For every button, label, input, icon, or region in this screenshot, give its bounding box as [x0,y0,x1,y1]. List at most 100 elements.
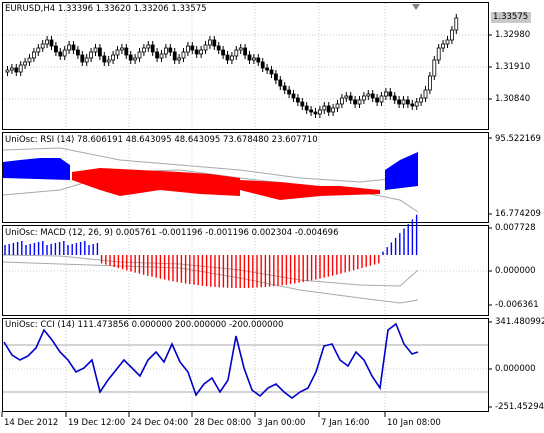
rsi-up-area [385,152,418,190]
candle-body [9,67,14,71]
candle-body [159,53,164,59]
rsi-title: UniOsc: RSI (14) 78.606191 48.643095 48.… [5,135,318,145]
price-label: 1.32980 [495,30,531,40]
candle-body [304,105,309,111]
cci-axis-label: 0.000000 [495,364,536,374]
shift-marker-icon[interactable] [412,4,420,10]
candle-body [353,99,358,105]
candle-body [133,57,138,61]
candle-body [243,47,248,56]
macd-axis-label: -0.006361 [495,300,539,310]
main-title: EURUSD,H4 1.33396 1.33620 1.33206 1.3357… [5,4,207,14]
candle-body [146,44,151,49]
candle-body [128,54,133,61]
candle-body [27,57,32,63]
candle-body [102,55,107,63]
candle-body [273,73,278,81]
candle-body [357,99,362,105]
time-label: 3 Jan 00:00 [257,418,306,428]
candle-body [401,99,406,105]
candle-body [313,111,318,115]
candle-body [234,49,239,57]
candle-body [199,49,204,55]
candle-body [203,44,208,51]
macd-histogram [2,214,419,304]
candle-body [111,54,115,61]
candle-body [115,49,120,56]
candle-body [317,109,322,115]
candle-body [405,99,410,105]
candle-body [251,57,256,61]
candle-body [335,103,340,109]
candle-body [23,61,28,66]
candle-body [212,39,217,47]
candle-body [247,54,252,61]
cci-axis-label: 341.480992 [495,317,544,327]
candle-body [379,95,384,103]
candle-body [427,75,432,91]
candle-body [32,51,36,59]
candle-body [291,93,296,99]
grid-lines [3,3,488,411]
candle-body [229,55,234,61]
candle-body [89,51,93,59]
candle-body [207,39,212,46]
cci-series-line [3,322,419,399]
candle-body [5,69,10,73]
time-label: 14 Dec 2012 [4,418,59,428]
time-label: 10 Jan 08:00 [387,418,441,428]
candle-body [423,89,428,99]
candle-body [49,39,54,47]
candle-body [388,91,393,97]
cci-pane[interactable] [2,318,489,412]
cci-title: UniOsc: CCI (14) 111.473856 0.000000 200… [5,320,284,330]
rsi-histogram [2,147,419,213]
candle-body [449,29,454,41]
candle-body [40,43,45,49]
candle-body [150,44,155,53]
candle-body [410,103,415,107]
candle-body [181,51,186,59]
rsi-up-area [3,158,70,180]
candle-body [155,51,160,59]
macd-axis-label: 0.007728 [495,223,536,233]
candle-body [225,54,230,61]
cci-axis-label: -251.45294 [495,402,544,412]
candle-body [361,95,366,101]
rsi-axis-label: 95.522169 [495,134,541,144]
candlesticks [5,14,459,118]
price-label: 1.30840 [495,94,531,104]
candle-body [278,79,283,87]
price-axis-ticks [488,34,492,408]
candle-body [45,39,49,45]
candle-body [14,67,19,73]
candle-body [309,109,314,113]
candle-body [190,45,195,51]
candle-body [106,59,111,63]
candle-body [265,67,270,71]
candle-body [339,97,344,105]
macd-title: UniOsc: MACD (12, 26, 9) 0.005761 -0.001… [5,228,339,238]
candle-body [383,91,388,97]
candle-body [260,61,265,69]
candle-body [348,95,353,101]
candle-body [58,51,63,57]
rsi-down-area [240,180,380,200]
rsi-axis-label: 16.774209 [495,209,541,219]
candle-body [76,49,80,56]
candle-body [436,47,441,61]
candle-body [71,44,76,51]
candle-body [84,57,89,63]
candle-body [238,47,243,51]
candle-body [370,93,375,99]
candle-body [62,49,67,57]
candle-body [441,43,446,49]
candle-body [282,85,287,91]
candle-body [287,89,292,95]
candle-body [322,105,327,111]
candle-body [295,97,300,103]
macd-axis-label: 0.000000 [495,266,536,276]
candle-body [366,93,371,97]
main-pane[interactable] [2,2,489,130]
candle-body [163,47,168,55]
